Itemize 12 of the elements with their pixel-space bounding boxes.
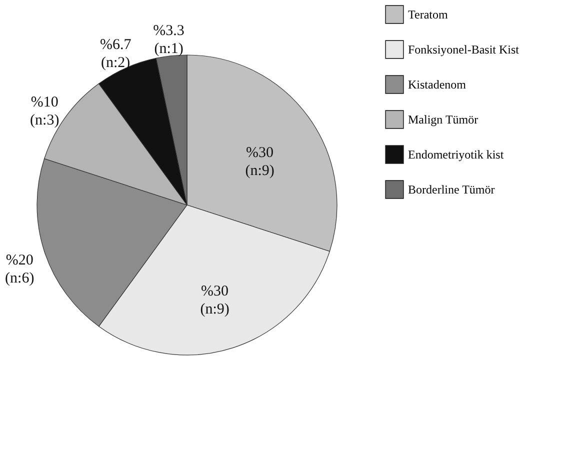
data-label: %6.7 (n:2) bbox=[100, 37, 132, 72]
data-label: %30 (n:9) bbox=[245, 145, 274, 180]
legend-label: Kistadenom bbox=[408, 78, 467, 92]
data-label: %3.3 (n:1) bbox=[153, 22, 184, 57]
legend-label: Teratom bbox=[408, 8, 448, 22]
data-label: %30 (n:9) bbox=[200, 284, 230, 318]
data-label: %20 (n:6) bbox=[5, 252, 34, 286]
data-label: %10 (n:3) bbox=[30, 94, 60, 129]
legend-label: Endometriyotik kist bbox=[408, 148, 504, 162]
legend-label: Fonksiyonel-Basit Kist bbox=[408, 42, 520, 56]
legend-label: Malign Tümör bbox=[408, 112, 478, 126]
legend-label: Borderline Tümör bbox=[408, 182, 495, 196]
